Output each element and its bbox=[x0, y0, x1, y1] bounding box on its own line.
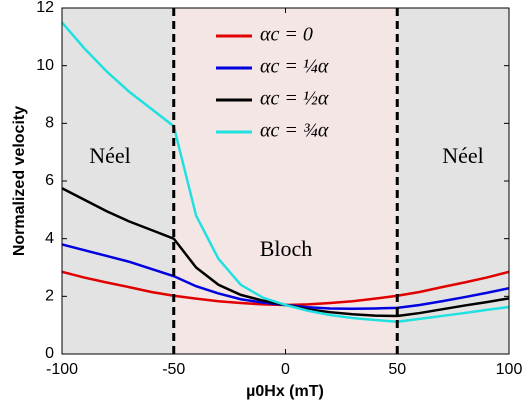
x-tick-label: 0 bbox=[281, 361, 290, 378]
x-axis-label: µ0Hx (mT) bbox=[246, 383, 324, 400]
region-bloch bbox=[173, 8, 398, 354]
series-line bbox=[61, 21, 510, 323]
y-tick-label: 8 bbox=[45, 115, 54, 132]
region-label: Néel bbox=[442, 143, 484, 168]
y-axis-label: Normalized velocity bbox=[11, 106, 28, 256]
x-tick-label: -100 bbox=[46, 361, 78, 378]
x-tick-label: -50 bbox=[162, 361, 185, 378]
x-tick-label: 50 bbox=[388, 361, 406, 378]
y-tick-label: 2 bbox=[45, 288, 54, 305]
plot-frame bbox=[61, 7, 510, 355]
x-tick-label: 100 bbox=[496, 361, 523, 378]
legend-label: αc = ¼α bbox=[260, 56, 329, 78]
y-tick-label: 10 bbox=[36, 57, 54, 74]
legend-label: αc = 0 bbox=[260, 24, 313, 46]
y-tick-label: 4 bbox=[45, 230, 54, 247]
region-label: Bloch bbox=[260, 236, 313, 261]
region-neel bbox=[62, 8, 174, 354]
region-label: Néel bbox=[89, 143, 131, 168]
legend-label: αc = ½α bbox=[260, 88, 329, 110]
y-tick-label: 0 bbox=[45, 345, 54, 362]
legend-label: αc = ¾α bbox=[260, 120, 329, 142]
y-tick-label: 6 bbox=[45, 172, 54, 189]
y-tick-label: 12 bbox=[36, 0, 54, 16]
region-neel bbox=[397, 8, 509, 354]
